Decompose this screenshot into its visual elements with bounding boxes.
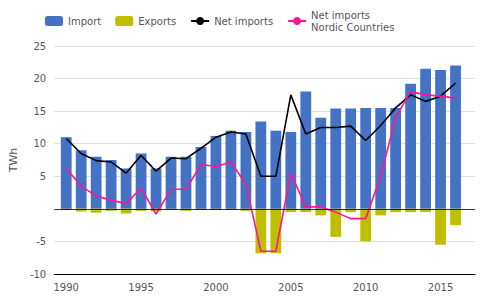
svg-text:-5: -5 [36, 236, 46, 247]
svg-text:5: 5 [40, 171, 46, 182]
svg-text:Exports: Exports [138, 16, 176, 27]
svg-text:Import: Import [68, 16, 101, 27]
svg-text:2000: 2000 [203, 282, 228, 293]
svg-text:Net imports: Net imports [311, 10, 370, 21]
svg-text:Net imports: Net imports [214, 16, 273, 27]
svg-text:25: 25 [33, 41, 46, 52]
svg-text:TWh: TWh [7, 148, 20, 174]
svg-text:15: 15 [33, 106, 46, 117]
svg-text:2015: 2015 [428, 282, 453, 293]
svg-text:10: 10 [33, 138, 46, 149]
svg-text:20: 20 [33, 73, 46, 84]
svg-text:2005: 2005 [278, 282, 303, 293]
svg-text:-10: -10 [30, 269, 46, 280]
svg-text:1995: 1995 [128, 282, 153, 293]
svg-text:Nordic Countries: Nordic Countries [311, 22, 394, 33]
svg-text:2010: 2010 [353, 282, 378, 293]
svg-text:1990: 1990 [53, 282, 78, 293]
